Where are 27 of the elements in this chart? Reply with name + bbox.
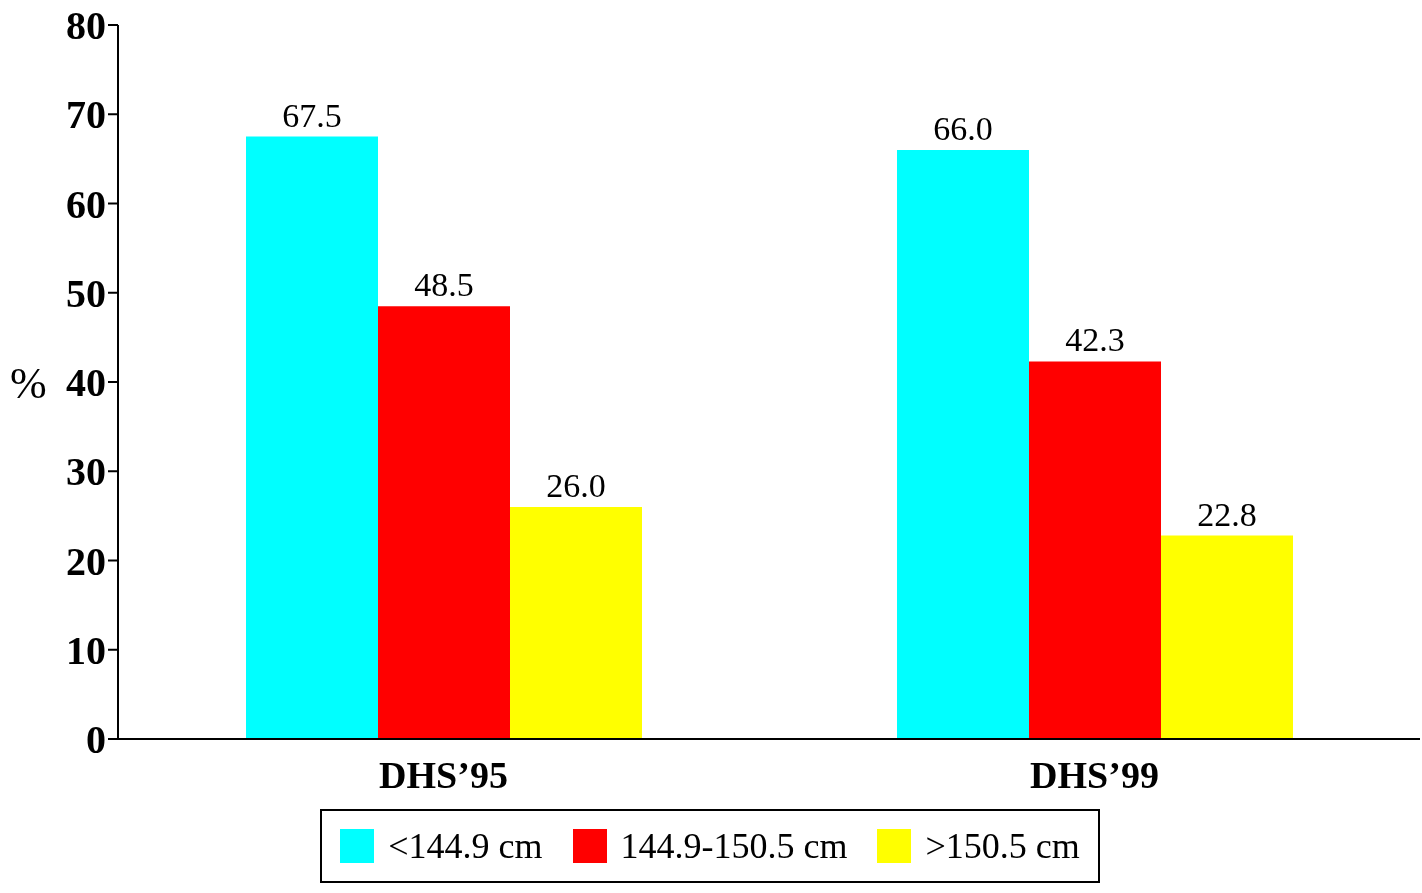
- bar: [510, 506, 642, 739]
- data-label: 66.0: [933, 109, 993, 147]
- data-label: 22.8: [1197, 495, 1257, 533]
- x-tick-label: DHS’95: [379, 753, 508, 796]
- y-tick-label: 80: [66, 3, 106, 49]
- y-tick-label: 70: [66, 92, 106, 138]
- y-tick-label: 30: [66, 449, 106, 495]
- x-tick-label: DHS’99: [1030, 753, 1159, 796]
- bar: [246, 136, 378, 739]
- legend-label: >150.5 cm: [925, 825, 1080, 867]
- data-label: 48.5: [414, 266, 474, 304]
- bar: [1161, 535, 1293, 739]
- bar: [1029, 361, 1161, 739]
- y-tick-label: 0: [86, 717, 106, 763]
- y-tick-label: 50: [66, 270, 106, 316]
- data-label: 42.3: [1065, 321, 1125, 359]
- bar: [897, 149, 1029, 739]
- legend-label: 144.9-150.5 cm: [620, 825, 848, 867]
- data-label: 26.0: [546, 466, 606, 504]
- bar: [378, 306, 510, 739]
- legend-label: <144.9 cm: [388, 825, 543, 867]
- y-tick-label: 20: [66, 538, 106, 584]
- y-tick-label: 10: [66, 627, 106, 673]
- data-label: 67.5: [282, 96, 342, 134]
- y-tick-label: 40: [66, 360, 106, 406]
- y-tick-label: 60: [66, 181, 106, 227]
- y-axis-title: %: [10, 358, 47, 408]
